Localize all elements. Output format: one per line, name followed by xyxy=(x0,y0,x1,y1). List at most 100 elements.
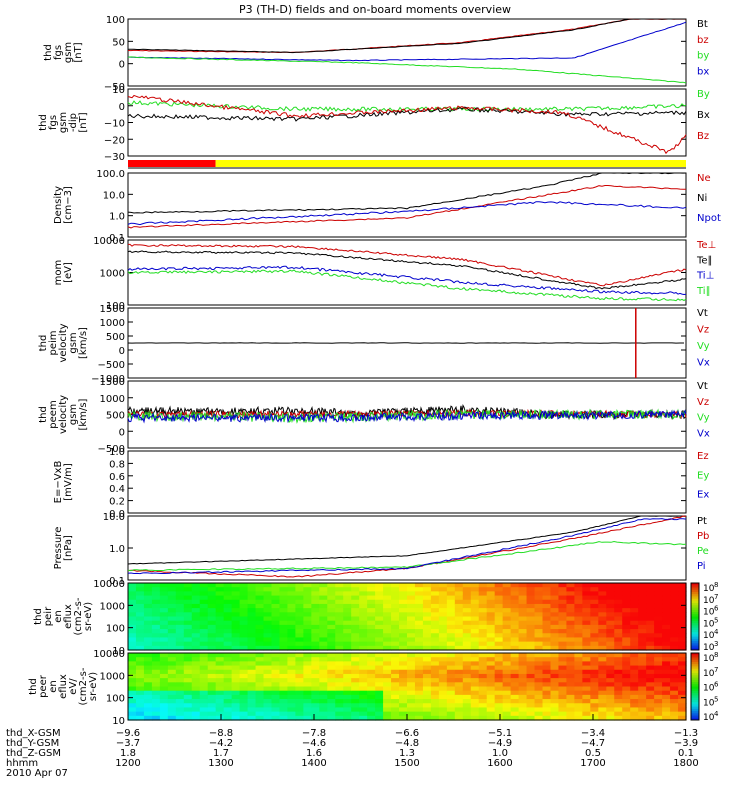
heatmap-cell xyxy=(462,699,472,704)
y-tick-label: 1.0 xyxy=(109,447,125,458)
heatmap-cell xyxy=(670,637,679,643)
heatmap-cell xyxy=(470,595,480,601)
heatmap-cell xyxy=(239,673,249,679)
heatmap-cell xyxy=(414,694,424,700)
heatmap-cell xyxy=(391,678,400,683)
y-axis-label: peir xyxy=(43,606,54,626)
legend-entry: Ex xyxy=(697,490,709,501)
heatmap-cell xyxy=(287,599,296,605)
y-axis-label: en xyxy=(48,680,59,693)
heatmap-cell xyxy=(598,703,607,709)
heatmap-cell xyxy=(303,657,312,662)
heatmap-cell xyxy=(159,645,169,651)
heatmap-cell xyxy=(526,699,536,704)
heatmap-cell xyxy=(199,612,209,618)
heatmap-cell xyxy=(231,673,241,679)
heatmap-cell xyxy=(454,620,464,626)
heatmap-cell xyxy=(367,624,376,630)
heatmap-cell xyxy=(351,653,360,658)
heatmap-cell xyxy=(446,699,456,704)
heatmap-cell xyxy=(486,686,496,692)
heatmap-cell xyxy=(582,707,591,713)
y-axis-label: [cm−3] xyxy=(63,186,74,224)
colorbar-segment xyxy=(691,605,699,609)
heatmap-cell xyxy=(167,703,177,709)
x-tick-label: −3.4 xyxy=(581,728,605,739)
heatmap-cell xyxy=(135,694,145,700)
heatmap-cell xyxy=(311,599,320,605)
heatmap-cell xyxy=(550,669,560,675)
heatmap-cell xyxy=(335,612,344,618)
heatmap-cell xyxy=(367,587,376,592)
heatmap-cell xyxy=(128,595,137,601)
y-tick-label: −10 xyxy=(104,119,125,130)
heatmap-cell xyxy=(407,690,416,696)
legend-entry: Bt xyxy=(697,19,708,30)
heatmap-cell xyxy=(407,653,416,658)
heatmap-cell xyxy=(335,591,344,597)
heatmap-cell xyxy=(263,603,273,609)
heatmap-cell xyxy=(279,603,289,609)
heatmap-cell xyxy=(678,711,687,717)
heatmap-cell xyxy=(399,616,408,622)
heatmap-cell xyxy=(654,703,663,709)
heatmap-cell xyxy=(430,633,440,639)
heatmap-cell xyxy=(518,591,528,597)
y-tick-label: 500 xyxy=(106,411,125,422)
heatmap-cell xyxy=(606,587,615,592)
heatmap-cell xyxy=(183,669,193,675)
heatmap-cell xyxy=(383,612,392,618)
heatmap-cell xyxy=(407,620,416,626)
heatmap-cell xyxy=(422,703,432,709)
heatmap-cell xyxy=(247,608,257,613)
heatmap-cell xyxy=(646,707,655,713)
heatmap-cell xyxy=(135,690,145,696)
heatmap-cell xyxy=(207,633,217,639)
heatmap-cell xyxy=(590,699,599,704)
heatmap-cell xyxy=(414,673,424,679)
heatmap-cell xyxy=(231,599,241,605)
heatmap-cell xyxy=(494,603,504,609)
heatmap-cell xyxy=(454,637,464,643)
heatmap-cell xyxy=(255,707,265,713)
heatmap-cell xyxy=(670,612,679,618)
heatmap-cell xyxy=(271,645,281,651)
heatmap-cell xyxy=(550,633,560,639)
heatmap-cell xyxy=(678,690,687,696)
heatmap-cell xyxy=(367,641,376,647)
heatmap-cell xyxy=(191,645,201,651)
heatmap-cell xyxy=(550,678,560,683)
heatmap-cell xyxy=(454,665,464,671)
heatmap-cell xyxy=(279,595,289,601)
heatmap-cell xyxy=(494,641,504,647)
heatmap-cell xyxy=(446,686,456,692)
heatmap-cell xyxy=(295,616,304,622)
heatmap-cell xyxy=(359,715,368,721)
heatmap-cell xyxy=(167,608,177,613)
heatmap-cell xyxy=(183,694,193,700)
heatmap-cell xyxy=(271,599,281,605)
heatmap-cell xyxy=(279,583,289,588)
heatmap-cell xyxy=(414,657,424,662)
heatmap-cell xyxy=(494,591,504,597)
heatmap-cell xyxy=(151,707,161,713)
heatmap-cell xyxy=(295,686,304,692)
heatmap-cell xyxy=(239,641,249,647)
panel-frame xyxy=(127,172,687,238)
heatmap-cell xyxy=(327,620,336,626)
heatmap-cell xyxy=(422,608,432,613)
heatmap-cell xyxy=(247,612,257,618)
heatmap-cell xyxy=(678,612,687,618)
heatmap-cell xyxy=(662,715,671,721)
heatmap-cell xyxy=(462,629,472,634)
heatmap-cell xyxy=(271,694,281,700)
heatmap-cell xyxy=(159,707,169,713)
heatmap-cell xyxy=(143,591,153,597)
heatmap-cell xyxy=(430,608,440,613)
trace-bz xyxy=(127,94,687,155)
heatmap-cell xyxy=(510,699,520,704)
heatmap-cell xyxy=(351,612,360,618)
heatmap-cell xyxy=(478,653,488,658)
heatmap-cell xyxy=(335,669,344,675)
